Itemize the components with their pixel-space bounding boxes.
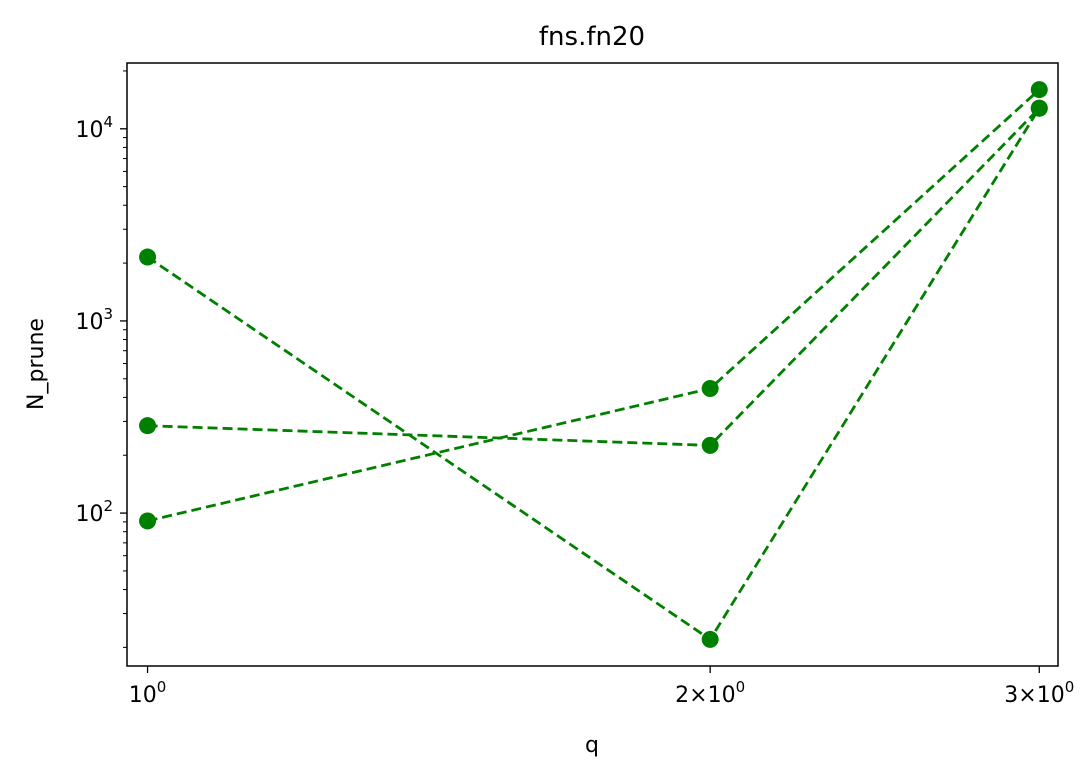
data-point: [701, 380, 719, 398]
y-tick-label: 102: [75, 497, 113, 527]
data-point: [1030, 81, 1048, 99]
data-point: [701, 630, 719, 648]
plot-frame: [126, 62, 1059, 667]
x-axis-label: q: [585, 733, 599, 758]
y-tick-label: 103: [75, 305, 113, 335]
data-point: [139, 512, 157, 530]
data-point: [139, 417, 157, 435]
x-tick-label: 100: [129, 678, 167, 708]
data-point: [139, 248, 157, 266]
x-tick-label: 3×100: [1004, 678, 1074, 708]
data-point: [1030, 99, 1048, 117]
y-axis-label: N_prune: [24, 318, 49, 410]
data-point: [701, 436, 719, 454]
chart-title: fns.fn20: [539, 22, 645, 52]
plot-area: [139, 81, 1048, 648]
x-tick-label: 2×100: [675, 678, 745, 708]
y-tick-label: 104: [75, 113, 113, 143]
